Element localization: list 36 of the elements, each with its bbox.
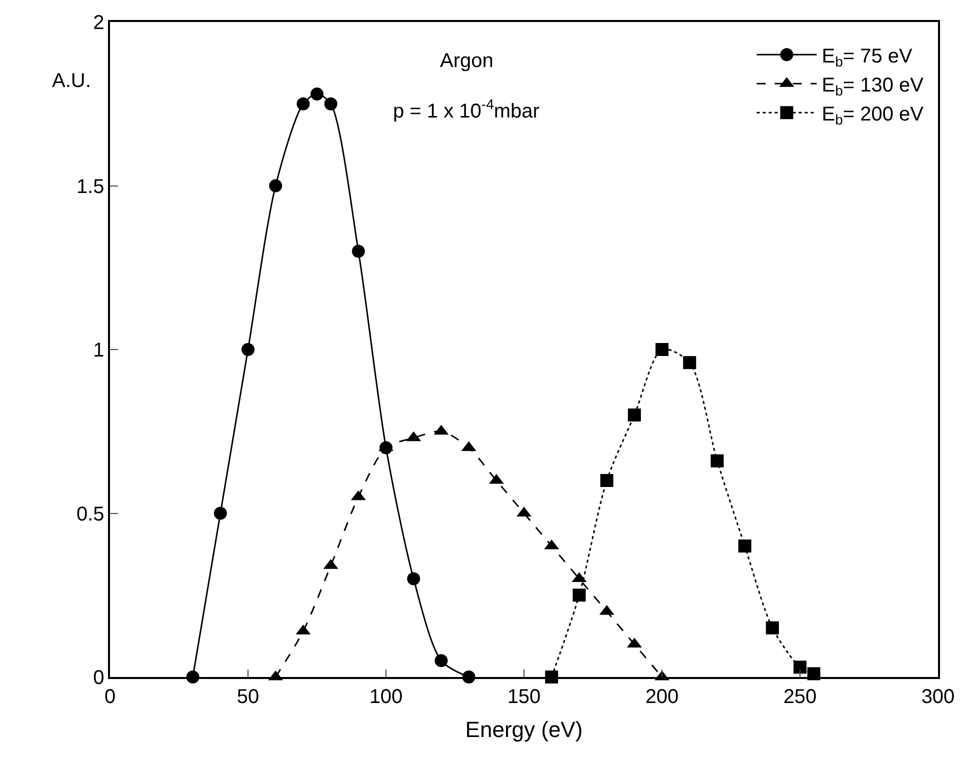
annotation: p = 1 x 10$^{-4}$mbar	[393, 96, 540, 122]
point	[434, 654, 448, 668]
legend-label: E$_{b}$= 130 eV	[822, 74, 924, 99]
point	[269, 179, 282, 192]
point	[310, 88, 324, 101]
point	[710, 454, 724, 468]
y-tick-label: 0	[93, 667, 104, 689]
point	[794, 660, 806, 674]
legend-label: E$_{b}$= 75 eV	[822, 45, 914, 70]
y-tick-label: 2	[93, 12, 104, 34]
x-tick-label: 250	[783, 686, 817, 708]
annotation: Argon	[440, 50, 494, 72]
point	[214, 506, 227, 520]
point	[683, 356, 696, 370]
point	[324, 97, 338, 110]
point	[352, 244, 365, 258]
x-tick-label: 150	[507, 686, 541, 708]
point	[766, 621, 779, 634]
y-axis-title: A.U.	[52, 70, 91, 92]
point	[656, 343, 668, 356]
point	[600, 474, 614, 487]
legend-label: E$_{b}$= 200 eV	[822, 103, 924, 128]
x-tick-label: 100	[369, 686, 403, 708]
point	[738, 540, 752, 552]
point	[572, 588, 586, 602]
y-tick-label: 1	[93, 340, 104, 362]
y-tick-label: 0.5	[76, 503, 104, 526]
x-tick-label: 200	[645, 686, 679, 708]
point	[407, 572, 420, 586]
point	[296, 97, 310, 110]
x-tick-label: 300	[921, 686, 955, 708]
y-tick-label: 1.5	[76, 176, 104, 198]
point	[628, 408, 641, 422]
point	[242, 343, 254, 356]
x-axis-title: Energy (eV)	[465, 717, 583, 742]
x-tick-label: 50	[236, 686, 260, 708]
